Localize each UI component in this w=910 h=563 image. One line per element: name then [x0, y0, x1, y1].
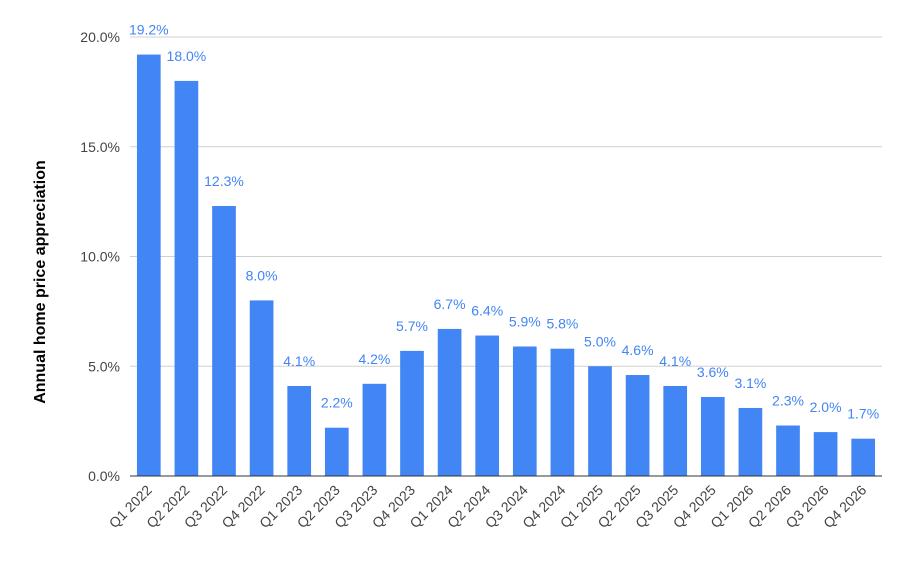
bar: [512, 346, 537, 476]
data-label: 6.4%: [471, 303, 503, 319]
y-tick-label: 20.0%: [80, 29, 120, 45]
data-label: 3.6%: [697, 364, 729, 380]
bar: [625, 375, 650, 476]
y-tick-label: 15.0%: [80, 139, 120, 155]
bar: [588, 366, 612, 476]
data-label: 4.2%: [358, 351, 390, 367]
bar: [776, 425, 800, 476]
bar: [249, 300, 274, 476]
y-tick-label: 5.0%: [88, 358, 120, 374]
data-label: 8.0%: [246, 267, 278, 283]
data-label: 4.6%: [622, 342, 654, 358]
bar: [136, 54, 161, 477]
data-label: 1.7%: [847, 406, 879, 422]
bar: [437, 328, 462, 476]
data-label: 5.7%: [396, 318, 428, 334]
bar: [663, 386, 688, 476]
bar: [851, 438, 876, 476]
bar: [813, 432, 838, 476]
data-label: 2.2%: [321, 395, 353, 411]
data-label: 2.3%: [772, 393, 804, 409]
bar: [324, 427, 349, 476]
bar: [212, 206, 236, 476]
data-label: 2.0%: [810, 399, 842, 415]
y-tick-label: 10.0%: [80, 249, 120, 265]
bar: [475, 335, 500, 476]
y-tick-label: 0.0%: [88, 468, 120, 484]
bar: [400, 350, 424, 476]
y-axis-title: Annual home price appreciation: [32, 160, 49, 404]
gridlines: [130, 36, 882, 367]
data-label: 5.8%: [546, 316, 578, 332]
data-label: 3.1%: [734, 375, 766, 391]
bars: [136, 54, 876, 477]
data-labels: 19.2% 18.0% 12.3% 8.0% 4.1% 2.2% 4.2% 5.7% 6.7% 6…: [129, 22, 879, 422]
data-label: 5.0%: [584, 333, 616, 349]
data-label: 18.0%: [167, 48, 207, 64]
data-label: 12.3%: [204, 173, 244, 189]
bar: [174, 80, 199, 477]
data-label: 6.7%: [434, 296, 466, 312]
data-label: 5.9%: [509, 313, 541, 329]
y-axis-ticks: 0.0% 5.0% 10.0% 15.0% 20.0%: [80, 29, 120, 484]
data-label: 4.1%: [283, 353, 315, 369]
bar: [287, 386, 312, 476]
bar: [738, 407, 763, 476]
data-label: 4.1%: [659, 353, 691, 369]
data-label: 19.2%: [129, 22, 169, 38]
bar: [550, 348, 575, 476]
bar: [700, 396, 725, 476]
bar: [362, 383, 387, 476]
